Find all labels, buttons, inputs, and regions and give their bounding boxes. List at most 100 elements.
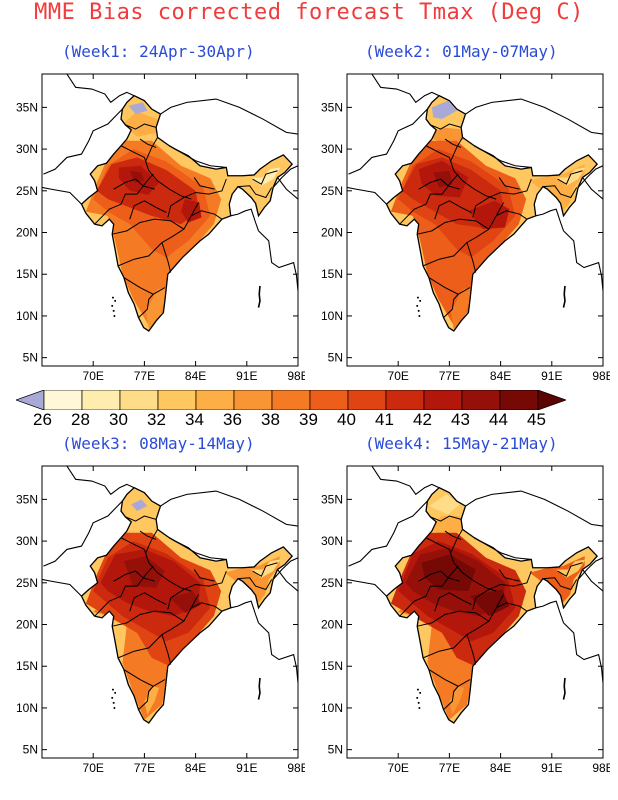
map-panel-week1: 35N 30N 25N 20N 15N 10N 5N 70E 77E 84E 91E 98E xyxy=(0,70,309,392)
country-border xyxy=(258,622,298,683)
lat-label: 25N xyxy=(321,184,343,198)
island xyxy=(113,706,116,709)
colorbar xyxy=(16,390,566,410)
state-border xyxy=(443,293,459,318)
lat-label: 35N xyxy=(321,100,343,114)
island xyxy=(111,296,114,299)
state-border xyxy=(399,173,459,225)
lon-label: 98E xyxy=(287,761,305,775)
country-border xyxy=(465,98,603,135)
island xyxy=(112,309,115,312)
lat-label: 20N xyxy=(16,226,38,240)
island xyxy=(113,314,116,317)
state-border xyxy=(129,200,167,220)
lat-label: 35N xyxy=(16,100,38,114)
andaman-islands xyxy=(257,677,261,700)
lat-label: 30N xyxy=(16,534,38,548)
country-border xyxy=(277,569,298,592)
tmax-contour-band xyxy=(144,686,160,715)
island xyxy=(419,691,422,694)
state-border xyxy=(472,178,532,218)
lon-label: 98E xyxy=(287,369,305,383)
map-svg: 35N 30N 25N 20N 15N 10N 5N 70E 77E 84E 91E 98E xyxy=(16,465,309,775)
colorbar-box xyxy=(195,390,235,410)
lat-label: 30N xyxy=(321,534,343,548)
tmax-contour-band xyxy=(421,554,476,592)
state-border xyxy=(425,145,497,200)
lon-label: 77E xyxy=(439,761,460,775)
tmax-contour-band xyxy=(128,102,148,115)
lat-label: 10N xyxy=(321,701,343,715)
country-border xyxy=(577,165,603,188)
colorbar-tick-label: 39 xyxy=(299,410,318,429)
colorbar-tick-label: 38 xyxy=(261,410,280,429)
state-border xyxy=(252,170,278,185)
state-border xyxy=(425,537,497,592)
colorbar-tick-label: 36 xyxy=(223,410,242,429)
state-border xyxy=(125,515,157,522)
country-border xyxy=(535,600,565,624)
island xyxy=(111,688,114,691)
lat-label: 20N xyxy=(16,618,38,632)
lon-label: 91E xyxy=(236,369,257,383)
island xyxy=(114,299,117,302)
colorbar-box xyxy=(119,390,159,410)
lat-label: 15N xyxy=(16,659,38,673)
state-border xyxy=(129,592,167,612)
state-border xyxy=(472,570,532,610)
lon-label: 84E xyxy=(185,369,206,383)
tmax-contour-band xyxy=(449,686,465,715)
state-border xyxy=(120,145,192,200)
state-border xyxy=(237,577,273,591)
country-border xyxy=(563,230,603,291)
colorbar-box xyxy=(347,390,387,410)
lat-label: 5N xyxy=(23,743,38,757)
country-border xyxy=(277,177,298,200)
lon-label: 84E xyxy=(490,761,511,775)
lat-label: 5N xyxy=(328,351,343,365)
state-border xyxy=(430,123,462,130)
island xyxy=(418,314,421,317)
lon-label: 91E xyxy=(541,761,562,775)
island xyxy=(417,701,420,704)
andaman-islands xyxy=(562,677,566,700)
state-border xyxy=(498,569,520,582)
colorbar-box xyxy=(271,390,311,410)
map-panel-week2: 35N 30N 25N 20N 15N 10N 5N 70E 77E 84E 91E 98E xyxy=(305,70,614,392)
country-border xyxy=(272,165,298,188)
colorbar-tick-label: 42 xyxy=(413,410,432,429)
india-outline xyxy=(80,486,294,724)
tmax-contour-band xyxy=(468,200,510,230)
island xyxy=(417,309,420,312)
andaman-islands xyxy=(562,285,566,308)
island xyxy=(416,696,419,699)
tmax-contour-band xyxy=(431,100,457,120)
state-border xyxy=(434,200,472,220)
tmax-contour-band xyxy=(428,494,460,515)
tmax-contour-band xyxy=(123,556,165,588)
lat-label: 10N xyxy=(16,701,38,715)
colorbar-tick-label: 30 xyxy=(109,410,128,429)
tmax-field xyxy=(81,487,293,723)
state-border xyxy=(161,242,172,273)
country-border xyxy=(160,490,298,527)
state-border xyxy=(418,178,460,190)
state-border xyxy=(113,178,155,190)
map-panel-week4: 35N 30N 25N 20N 15N 10N 5N 70E 77E 84E 91E 98E xyxy=(305,462,614,784)
tmax-contour-band xyxy=(469,589,510,617)
country-border xyxy=(258,230,298,291)
lon-label: 98E xyxy=(592,761,610,775)
state-border xyxy=(190,602,223,612)
state-border xyxy=(542,577,578,591)
country-border xyxy=(43,500,123,567)
week4-label: (Week4: 15May-21May) xyxy=(365,434,558,453)
lat-label: 5N xyxy=(23,351,38,365)
country-border xyxy=(347,186,387,205)
tmax-contour-band xyxy=(433,170,453,188)
country-border xyxy=(230,600,260,624)
state-border xyxy=(430,515,462,522)
state-border xyxy=(557,562,583,577)
week2-label: (Week2: 01May-07May) xyxy=(365,42,558,61)
country-border xyxy=(348,108,428,175)
state-border xyxy=(139,530,157,540)
